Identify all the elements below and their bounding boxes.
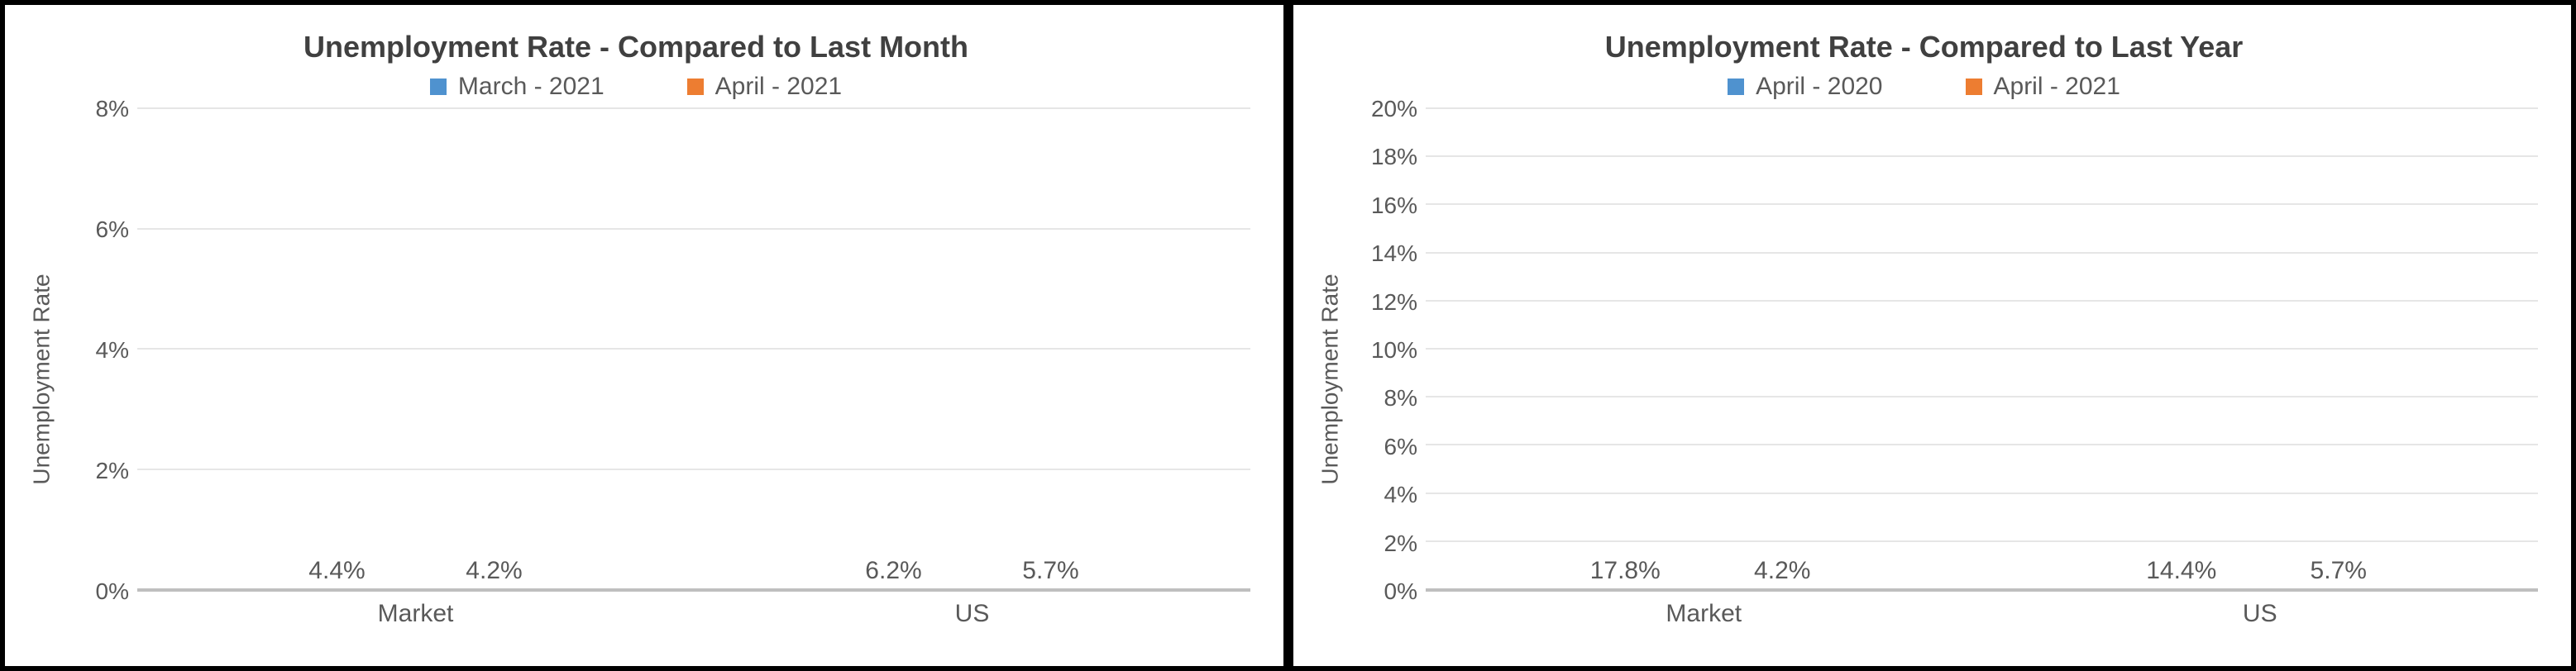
y-axis-label: Unemployment Rate	[29, 274, 55, 484]
y-tick-label: 4%	[96, 337, 129, 364]
bar-value-label: 5.7%	[2311, 557, 2367, 585]
legend-item-1: March - 2021	[430, 73, 605, 101]
y-tick-label: 12%	[1371, 289, 1417, 316]
gridline	[1426, 444, 2538, 445]
gridline	[1426, 203, 2538, 205]
legend-swatch-1	[430, 79, 447, 95]
bar-value-label: 17.8%	[1590, 557, 1661, 585]
plot-area: 0%2%4%6%8%10%12%14%16%18%20% 17.8%4.2%14…	[1351, 109, 2538, 592]
legend-swatch-1	[1728, 79, 1744, 95]
gridline	[1426, 493, 2538, 494]
grid-area: 17.8% 4.2% 14.4% 5.7%	[1426, 109, 2538, 592]
y-tick-label: 0%	[1384, 578, 1417, 605]
bar-value-label: 5.7%	[1022, 557, 1078, 585]
y-tick-label: 10%	[1371, 337, 1417, 364]
plot-column: 0%2%4%6%8%10%12%14%16%18%20% 17.8%4.2%14…	[1351, 109, 2538, 650]
x-category-label: Market	[137, 592, 694, 650]
chart-title: Unemployment Rate - Compared to Last Mon…	[22, 30, 1250, 64]
gridline	[1426, 348, 2538, 350]
y-tick-label: 4%	[1384, 482, 1417, 508]
legend-label-2: April - 2021	[1994, 73, 2120, 101]
legend: April - 2020 April - 2021	[1310, 73, 2538, 101]
y-axis-label-wrap: Unemployment Rate	[1310, 109, 1351, 650]
y-axis: 0%2%4%6%8%	[63, 109, 137, 592]
gridline	[137, 107, 1250, 109]
chart-title: Unemployment Rate - Compared to Last Yea…	[1310, 30, 2538, 64]
y-tick-label: 6%	[1384, 434, 1417, 460]
legend-item-2: April - 2021	[687, 73, 842, 101]
chart-body: Unemployment Rate 0%2%4%6%8% 4.4%4.2%6.2…	[22, 109, 1250, 650]
y-axis-label: Unemployment Rate	[1317, 274, 1344, 484]
gridline	[137, 588, 1250, 590]
y-tick-label: 14%	[1371, 240, 1417, 267]
chart-panel-last-year: Unemployment Rate - Compared to Last Yea…	[1288, 0, 2576, 671]
bar-groups: 17.8% 4.2% 14.4% 5.7%	[1426, 109, 2538, 590]
legend-label-2: April - 2021	[715, 73, 842, 101]
plot-column: 0%2%4%6%8% 4.4%4.2%6.2%5.7% MarketUS	[63, 109, 1250, 650]
chart-body: Unemployment Rate 0% 2% 4% 6% 8% 10% 12% 14% 16%…	[1310, 109, 2538, 650]
legend-item-2: April - 2021	[1966, 73, 2120, 101]
y-axis-label-wrap: Unemployment Rate	[22, 109, 63, 650]
bar-value-label: 4.4%	[308, 557, 365, 585]
gridline	[1426, 252, 2538, 254]
legend-label-1: April - 2020	[1756, 73, 1882, 101]
y-tick-label: 8%	[1384, 385, 1417, 412]
legend-swatch-2	[687, 79, 704, 95]
gridline	[1426, 396, 2538, 397]
legend-item-1: April - 2020	[1728, 73, 1882, 101]
y-tick-label: 6%	[96, 217, 129, 243]
plot-area: 0%2%4%6%8% 4.4%4.2%6.2%5.7%	[63, 109, 1250, 592]
bar-value-label: 6.2%	[865, 557, 921, 585]
legend-label-1: March - 2021	[458, 73, 605, 101]
gridline	[1426, 300, 2538, 302]
gridline	[1426, 588, 2538, 590]
x-category-label: US	[1982, 592, 2539, 650]
y-tick-label: 18%	[1371, 144, 1417, 170]
gridline	[137, 469, 1250, 470]
gridline	[1426, 155, 2538, 157]
bar-value-label: 14.4%	[2146, 557, 2216, 585]
y-tick-label: 2%	[96, 458, 129, 484]
grid-area: 4.4% 4.2% 6.2% 5.7%	[137, 109, 1250, 592]
gridline	[1426, 540, 2538, 542]
gridline	[137, 228, 1250, 230]
bar-value-label: 4.2%	[1754, 557, 1810, 585]
y-tick-label: 20%	[1371, 96, 1417, 122]
bar-groups: 4.4% 4.2% 6.2% 5.7%	[137, 109, 1250, 590]
x-axis: MarketUS	[1426, 592, 2538, 650]
gridline	[137, 348, 1250, 350]
legend-swatch-2	[1966, 79, 1982, 95]
y-tick-label: 0%	[96, 578, 129, 605]
x-category-label: US	[694, 592, 1250, 650]
y-axis: 0%2%4%6%8%10%12%14%16%18%20%	[1351, 109, 1426, 592]
legend: March - 2021 April - 2021	[22, 73, 1250, 101]
y-tick-label: 2%	[1384, 531, 1417, 557]
x-category-label: Market	[1426, 592, 1982, 650]
x-axis: MarketUS	[137, 592, 1250, 650]
bar-value-label: 4.2%	[466, 557, 522, 585]
gridline	[1426, 107, 2538, 109]
chart-panel-last-month: Unemployment Rate - Compared to Last Mon…	[0, 0, 1288, 671]
y-tick-label: 8%	[96, 96, 129, 122]
y-tick-label: 16%	[1371, 193, 1417, 219]
